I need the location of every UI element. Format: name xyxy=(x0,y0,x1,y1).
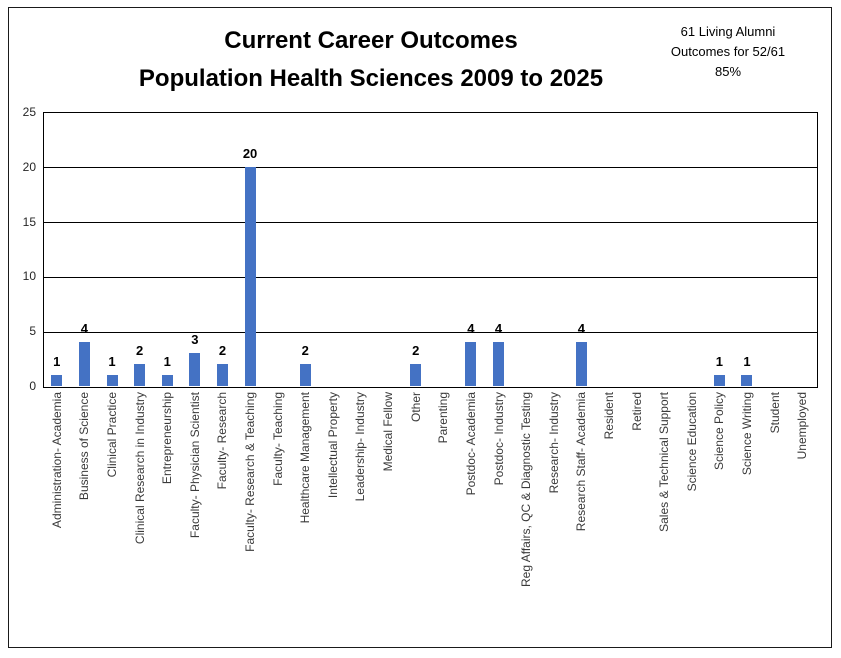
bar-value-label: 3 xyxy=(191,332,199,348)
x-axis-label: Parenting xyxy=(436,392,451,444)
bar-healthcare-management xyxy=(299,364,311,386)
x-axis-label: Clinical Practice xyxy=(105,392,120,478)
bar-value-label: 4 xyxy=(577,321,585,337)
bar-clinical-practice xyxy=(106,375,118,386)
y-axis-tick-label: 10 xyxy=(22,269,36,284)
x-axis-label: Research- Industry xyxy=(546,392,561,494)
x-axis-label: Science Education xyxy=(684,392,699,492)
x-axis-label: Business of Science xyxy=(77,392,92,501)
x-axis-label: Sales & Technical Support xyxy=(657,392,672,532)
x-axis-label: Healthcare Management xyxy=(298,392,313,524)
x-axis-label: Other xyxy=(408,392,423,423)
bar-value-label: 2 xyxy=(301,343,309,359)
plot-area xyxy=(43,112,818,388)
alumni-annotation: 61 Living Alumni Outcomes for 52/61 85% xyxy=(640,22,816,82)
x-axis-label: Faculty- Research & Teaching xyxy=(243,392,258,552)
x-axis-label: Science Policy xyxy=(712,392,727,471)
bar-value-label: 4 xyxy=(80,321,89,337)
x-axis-label: Leadership- Industry xyxy=(353,392,368,502)
bar-value-label: 2 xyxy=(412,343,420,359)
chart-title-line1: Current Career Outcomes xyxy=(224,27,518,54)
bar-value-label: 2 xyxy=(136,343,144,359)
annotation-line2: Outcomes for 52/61 xyxy=(670,44,786,59)
x-axis-label: Faculty- Physician Scientist xyxy=(187,392,202,539)
chart-title: Current Career Outcomes Population Healt… xyxy=(50,22,692,98)
x-axis-label: Resident xyxy=(601,392,616,440)
x-axis-label: Unemployed xyxy=(795,392,810,460)
x-axis-label: Postdoc- Industry xyxy=(491,392,506,486)
bar-value-label: 1 xyxy=(53,354,61,370)
x-axis-label: Administration- Academia xyxy=(49,392,64,529)
y-axis-tick-label: 25 xyxy=(22,105,36,119)
x-axis-label: Entrepreneurship xyxy=(160,392,175,485)
x-axis-label: Faculty- Teaching xyxy=(270,392,285,486)
y-axis-tick-label: 5 xyxy=(29,324,36,339)
bar-clinical-research-in-industry xyxy=(134,364,146,386)
bar-value-label: 20 xyxy=(242,145,258,161)
x-axis-label: Faculty- Research xyxy=(215,392,230,490)
bar-postdoc-industry xyxy=(493,342,505,386)
bar-value-label: 1 xyxy=(163,354,171,370)
x-axis-label: Intellectual Property xyxy=(325,392,340,499)
bar-value-label: 4 xyxy=(467,321,475,337)
bar-business-of-science xyxy=(78,342,90,386)
bar-entrepreneurship xyxy=(161,375,173,386)
y-axis-tick-label: 0 xyxy=(29,379,36,393)
bar-value-label: 4 xyxy=(494,321,503,337)
gridline-10 xyxy=(44,276,817,278)
y-axis-tick-label: 15 xyxy=(22,214,36,229)
bar-value-label: 1 xyxy=(715,354,723,370)
bar-science-writing xyxy=(741,375,753,386)
x-axis-label: Clinical Research in Industry xyxy=(132,392,147,545)
chart-title-line2: Population Health Sciences 2009 to 2025 xyxy=(138,65,604,92)
x-axis-label: Retired xyxy=(629,392,644,431)
bar-faculty-research xyxy=(216,364,228,386)
bar-administration-academia xyxy=(51,375,63,386)
bar-science-policy xyxy=(713,375,725,386)
bar-faculty-physician-scientist xyxy=(189,353,201,386)
x-axis-label: Reg Affairs, QC & Diagnostic Testing xyxy=(519,392,534,587)
x-axis-label: Medical Fellow xyxy=(381,392,396,472)
bar-other xyxy=(410,364,422,386)
x-axis-label: Student xyxy=(767,392,782,434)
x-axis-label: Research Staff- Academia xyxy=(574,392,589,532)
gridline-20 xyxy=(44,167,817,169)
y-axis-tick-label: 20 xyxy=(22,159,36,174)
bar-value-label: 2 xyxy=(218,343,227,359)
gridline-15 xyxy=(44,222,817,224)
bar-value-label: 1 xyxy=(108,354,116,370)
bar-postdoc-academia xyxy=(465,342,477,386)
bar-research-staff-academia xyxy=(575,342,587,386)
bar-value-label: 1 xyxy=(743,354,751,370)
annotation-line3: 85% xyxy=(714,64,742,79)
annotation-line1: 61 Living Alumni xyxy=(680,24,776,39)
gridline-5 xyxy=(44,331,817,333)
bar-faculty-research-teaching xyxy=(244,166,256,386)
x-axis-label: Science Writing xyxy=(739,392,754,476)
x-axis-label: Postdoc- Academia xyxy=(463,392,478,496)
